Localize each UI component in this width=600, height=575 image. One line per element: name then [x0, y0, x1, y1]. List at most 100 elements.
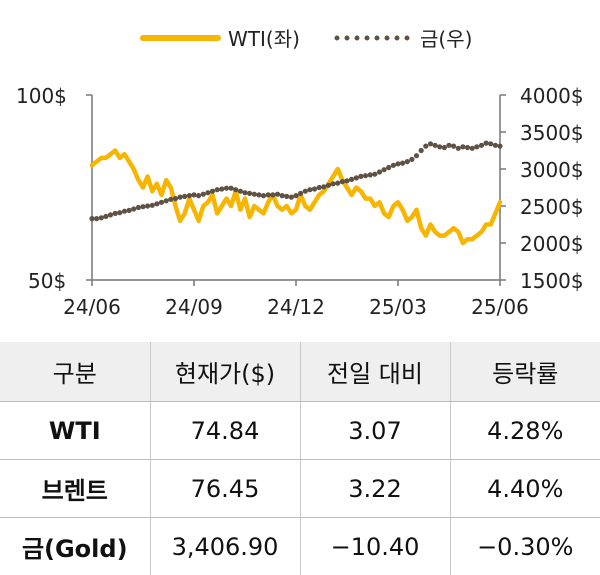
gold-point	[470, 146, 475, 151]
y-right-tick-label: 2000$	[520, 232, 584, 256]
row-rate: 4.28%	[450, 402, 600, 460]
gold-point	[164, 198, 169, 203]
gold-point	[382, 167, 387, 172]
header-daily-change: 전일 대비	[300, 342, 450, 402]
y-axis-right: 4000$3500$3000$2500$2000$1500$	[500, 84, 584, 293]
gold-point	[368, 172, 373, 177]
gold-point	[145, 203, 150, 208]
gold-point	[103, 214, 108, 219]
gold-point	[122, 209, 127, 214]
row-price: 76.45	[150, 460, 300, 518]
header-category: 구분	[0, 342, 150, 402]
gold-point	[173, 196, 178, 201]
y-left-tick-label: 50$	[28, 269, 66, 293]
gold-point	[386, 165, 391, 170]
gold-point	[423, 144, 428, 149]
gold-point	[247, 191, 252, 196]
gold-point	[344, 178, 349, 183]
x-tick-label: 24/12	[267, 295, 325, 319]
gold-point	[127, 208, 132, 213]
gold-point	[474, 144, 479, 149]
row-change: 3.07	[300, 402, 450, 460]
gold-point	[154, 201, 159, 206]
gold-point	[196, 193, 201, 198]
gold-point	[270, 192, 275, 197]
gold-point	[428, 141, 433, 146]
gold-point	[131, 206, 136, 211]
gold-point	[456, 146, 461, 151]
gold-point	[377, 169, 382, 174]
row-change: −10.40	[300, 518, 450, 575]
gold-point	[372, 172, 377, 177]
gold-point	[497, 144, 502, 149]
gold-point	[317, 185, 322, 190]
gold-point	[201, 192, 206, 197]
gold-point	[312, 186, 317, 191]
gold-point	[298, 191, 303, 196]
gold-point	[280, 193, 285, 198]
price-chart: WTI(좌) 금(우) 100$ 50$ 4000$3500$3000$2500…	[0, 0, 600, 330]
header-current-price: 현재가($)	[150, 342, 300, 402]
gold-point	[484, 141, 489, 146]
y-left-tick-label: 100$	[16, 84, 67, 108]
gold-point	[252, 192, 257, 197]
gold-point	[150, 203, 155, 208]
gold-point	[233, 187, 238, 192]
gold-point	[442, 145, 447, 150]
row-label: 브렌트	[0, 460, 150, 518]
y-right-tick-label: 1500$	[520, 269, 584, 293]
gold-point	[335, 181, 340, 186]
gold-point	[446, 143, 451, 148]
gold-point	[409, 157, 414, 162]
gold-point	[340, 179, 345, 184]
gold-point	[238, 189, 243, 194]
gold-point	[275, 192, 280, 197]
gold-point	[94, 216, 99, 221]
gold-point	[168, 197, 173, 202]
gold-point	[400, 161, 405, 166]
row-label: 금(Gold)	[0, 518, 150, 575]
gold-point	[182, 194, 187, 199]
gold-point	[307, 187, 312, 192]
gold-point	[205, 190, 210, 195]
x-tick-label: 25/03	[369, 295, 427, 319]
gold-point	[261, 193, 266, 198]
y-right-tick-label: 3000$	[520, 158, 584, 182]
gold-point	[349, 177, 354, 182]
gold-point	[219, 186, 224, 191]
gold-point	[266, 192, 271, 197]
table-row-wti: WTI 74.84 3.07 4.28%	[0, 402, 600, 460]
gold-point	[391, 163, 396, 168]
gold-point	[493, 143, 498, 148]
gold-point	[303, 189, 308, 194]
y-right-tick-label: 2500$	[520, 195, 584, 219]
gold-point	[108, 212, 113, 217]
table-row-brent: 브렌트 76.45 3.22 4.40%	[0, 460, 600, 518]
gold-point	[460, 144, 465, 149]
gold-point	[136, 205, 141, 210]
row-change: 3.22	[300, 460, 450, 518]
gold-point	[395, 161, 400, 166]
gold-point	[178, 195, 183, 200]
gold-point	[331, 181, 336, 186]
gold-point	[140, 204, 145, 209]
gold-point	[187, 193, 192, 198]
row-price: 74.84	[150, 402, 300, 460]
gold-point	[256, 192, 261, 197]
gold-point	[363, 173, 368, 178]
gold-point	[321, 184, 326, 189]
gold-point	[210, 189, 215, 194]
gold-point	[117, 210, 122, 215]
price-table: 구분 현재가($) 전일 대비 등락률 WTI 74.84 3.07 4.28%…	[0, 342, 600, 575]
x-tick-label: 25/06	[471, 295, 529, 319]
legend-wti-label: WTI(좌)	[228, 27, 300, 51]
gold-point	[358, 174, 363, 179]
series-layer	[89, 141, 502, 244]
header-change-rate: 등락률	[450, 342, 600, 402]
y-axis-left: 100$ 50$	[16, 84, 92, 293]
gold-point	[488, 141, 493, 146]
gold-point	[224, 186, 229, 191]
gold-point	[99, 215, 104, 220]
gold-point	[433, 143, 438, 148]
